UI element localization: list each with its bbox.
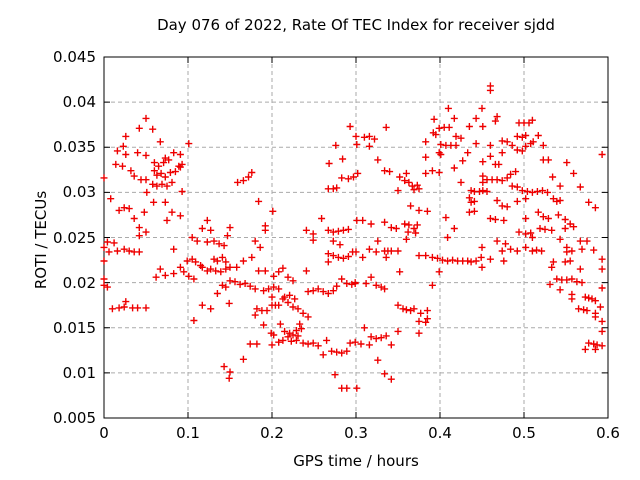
y-tick-label: 0.03 (62, 183, 96, 202)
x-tick-label: 0.4 (428, 424, 452, 442)
x-tick-label: 0.2 (260, 424, 284, 442)
x-tick-label: 0.6 (596, 424, 620, 442)
x-tick-label: 0.5 (512, 424, 536, 442)
x-tick-label: 0.1 (176, 424, 200, 442)
x-tick-label: 0.3 (344, 424, 368, 442)
y-tick-label: 0.005 (53, 409, 96, 427)
y-tick-label: 0.025 (53, 228, 96, 247)
y-tick-label: 0.01 (62, 363, 96, 382)
scatter-points (100, 82, 606, 392)
y-tick-label: 0.045 (53, 48, 96, 66)
y-tick-label: 0.04 (62, 93, 96, 112)
y-tick-label: 0.015 (53, 318, 96, 337)
y-tick-label: 0.02 (62, 273, 96, 292)
x-tick-label: 0 (99, 424, 109, 442)
x-axis-label: GPS time / hours (293, 452, 419, 470)
y-tick-label: 0.035 (53, 138, 96, 157)
chart-title: Day 076 of 2022, Rate Of TEC Index for r… (157, 16, 555, 34)
